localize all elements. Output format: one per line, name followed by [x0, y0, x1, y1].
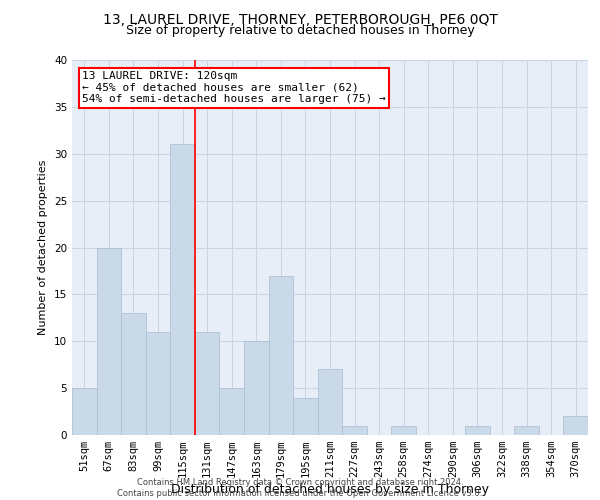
Bar — [269, 276, 293, 435]
Y-axis label: Number of detached properties: Number of detached properties — [38, 160, 49, 335]
Bar — [121, 313, 146, 435]
X-axis label: Distribution of detached houses by size in Thorney: Distribution of detached houses by size … — [171, 483, 489, 496]
Bar — [563, 416, 588, 435]
Bar — [391, 426, 416, 435]
Text: 13 LAUREL DRIVE: 120sqm
← 45% of detached houses are smaller (62)
54% of semi-de: 13 LAUREL DRIVE: 120sqm ← 45% of detache… — [82, 71, 386, 104]
Bar — [465, 426, 490, 435]
Text: 13, LAUREL DRIVE, THORNEY, PETERBOROUGH, PE6 0QT: 13, LAUREL DRIVE, THORNEY, PETERBOROUGH,… — [103, 12, 497, 26]
Bar — [170, 144, 195, 435]
Bar — [97, 248, 121, 435]
Bar — [514, 426, 539, 435]
Bar — [293, 398, 318, 435]
Bar — [195, 332, 220, 435]
Text: Size of property relative to detached houses in Thorney: Size of property relative to detached ho… — [125, 24, 475, 37]
Bar — [146, 332, 170, 435]
Bar — [72, 388, 97, 435]
Text: Contains HM Land Registry data © Crown copyright and database right 2024.
Contai: Contains HM Land Registry data © Crown c… — [118, 478, 482, 498]
Bar — [342, 426, 367, 435]
Bar — [318, 370, 342, 435]
Bar — [244, 341, 269, 435]
Bar — [220, 388, 244, 435]
